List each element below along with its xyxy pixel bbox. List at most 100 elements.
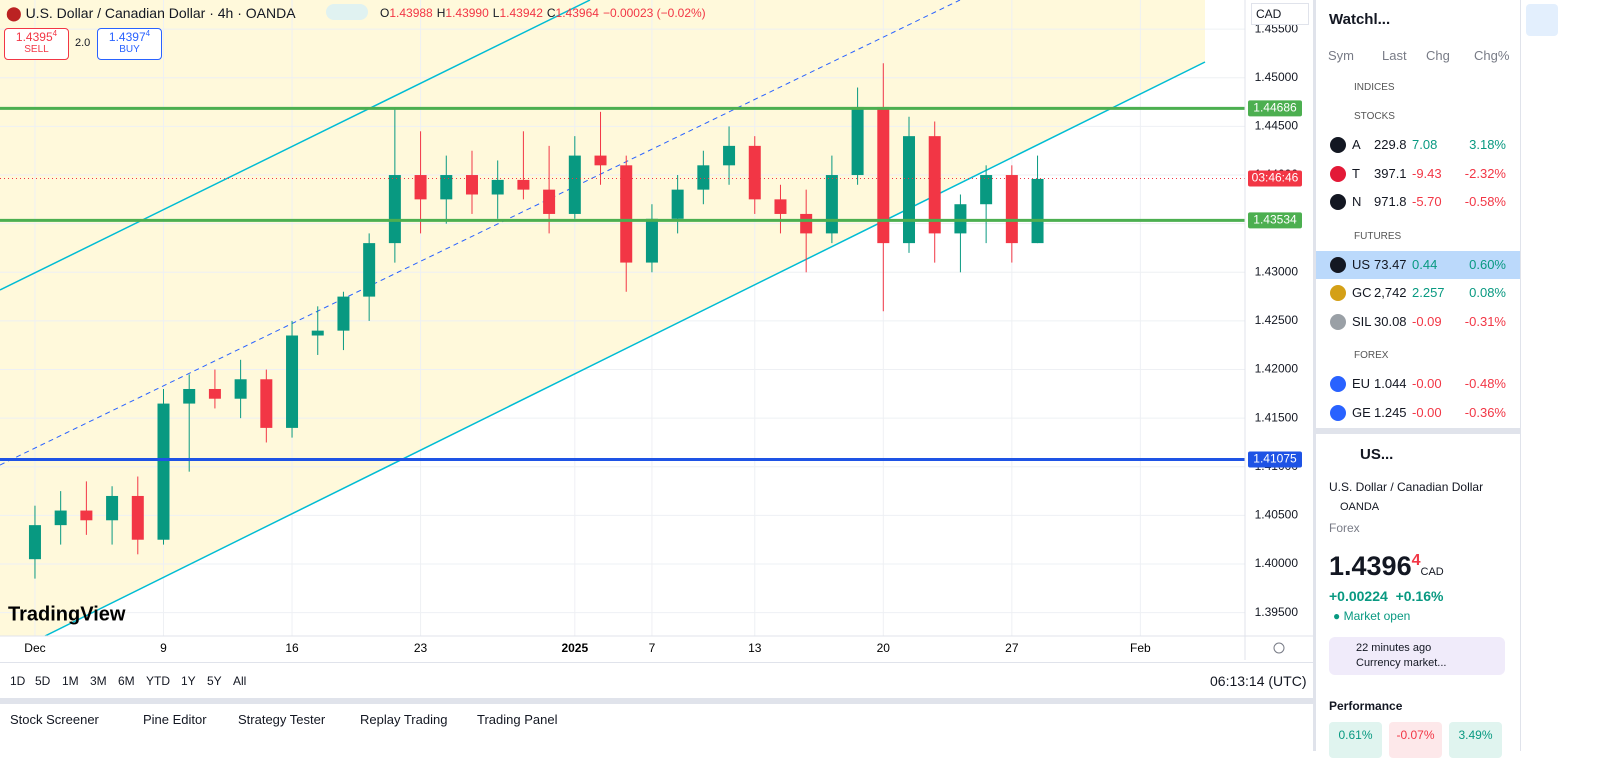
detail-change: +0.00224 +0.16% — [1329, 588, 1443, 604]
last: 971.8 — [1374, 194, 1407, 209]
change: 2.257 — [1412, 285, 1445, 300]
y-tick-label: 1.45000 — [1255, 70, 1299, 84]
candle-body — [928, 136, 941, 234]
countdown: 03:46:46 — [1252, 171, 1299, 185]
range-button[interactable]: 5Y — [207, 674, 222, 688]
candle-body — [1031, 178, 1044, 244]
x-tick-label: Dec — [24, 641, 45, 655]
y-tick-label: 1.44500 — [1255, 119, 1299, 133]
spread: 2.0 — [75, 37, 91, 49]
change: 0.44 — [1412, 256, 1438, 272]
symbol: SIL — [1352, 313, 1372, 329]
symbol[interactable]: ⬤ U.S. Dollar / Canadian Dollar · 4h · O… — [6, 5, 296, 21]
ohlc-value: 1.43942 — [499, 6, 543, 20]
change-pct: -0.58% — [1464, 194, 1506, 209]
sell-button[interactable]: 1.43954 SELL — [4, 28, 69, 60]
watchlist-row[interactable]: EU 1.044 -0.00 -0.48% — [1316, 370, 1520, 398]
symbol: A — [1352, 137, 1361, 152]
ohlc-key: C — [546, 6, 556, 20]
logo: TradingView — [8, 603, 126, 625]
market-status: ● Market open — [1333, 609, 1411, 623]
x-tick-label: 27 — [1005, 641, 1019, 655]
range-button[interactable]: 1M — [62, 674, 79, 688]
candle-body — [388, 175, 401, 244]
bottom-tab[interactable]: Replay Trading — [360, 712, 448, 727]
currency-select[interactable]: CAD — [1251, 3, 1309, 25]
watchlist-row[interactable]: T 397.1 -9.43 -2.32% — [1316, 160, 1520, 188]
perf-title: Performance — [1329, 699, 1403, 713]
candle-body — [286, 335, 299, 428]
candle-body — [877, 106, 890, 244]
clock[interactable]: 06:13:14 (UTC) — [1210, 673, 1307, 689]
change: -0.00 — [1412, 376, 1442, 391]
news-time: 22 minutes ago — [1356, 642, 1432, 654]
level-tag — [1248, 451, 1302, 468]
candle-body — [774, 199, 787, 214]
news-card[interactable]: 22 minutes ago Currency market... — [1329, 637, 1505, 675]
candle-body — [517, 179, 530, 190]
bottom-tab[interactable]: Trading Panel — [477, 712, 558, 727]
divider — [1520, 0, 1521, 751]
watchlist-row[interactable]: GE 1.245 -0.00 -0.36% — [1316, 399, 1520, 427]
x-tick-label: 13 — [748, 641, 762, 655]
last: 229.8 — [1374, 137, 1407, 152]
settings-icon[interactable] — [1273, 642, 1285, 654]
range-button[interactable]: 1D — [10, 674, 26, 688]
x-tick-label: 9 — [160, 641, 167, 655]
x-tick-label: 23 — [414, 641, 428, 655]
watchlist-row[interactable]: SIL 30.08 -0.09 -0.31% — [1316, 308, 1520, 336]
last: 2,742 — [1374, 285, 1407, 300]
watchlist-icon[interactable] — [1526, 4, 1558, 36]
range-button[interactable]: 5D — [35, 674, 51, 688]
watchlist-row[interactable]: GC 2,742 2.257 0.08% — [1316, 279, 1520, 307]
divider — [0, 662, 1313, 663]
candle-body — [54, 510, 67, 526]
ohlc-key: L — [492, 6, 500, 20]
symbol: US — [1352, 256, 1371, 272]
candle-body — [1005, 175, 1018, 244]
candle-body — [800, 213, 813, 234]
detail-symbol: US... — [1360, 446, 1394, 463]
detail-name[interactable]: U.S. Dollar / Canadian Dollar — [1329, 480, 1484, 494]
divider — [0, 698, 1313, 704]
range-button[interactable]: YTD — [146, 674, 170, 688]
watchlist-row[interactable]: N 971.8 -5.70 -0.58% — [1316, 188, 1520, 216]
y-tick-label: 1.40500 — [1255, 508, 1299, 522]
symbol-icon — [1330, 165, 1346, 182]
watchlist-row[interactable]: US 73.47 0.44 0.60% — [1316, 250, 1520, 279]
candle-body — [106, 495, 119, 521]
candle-body — [620, 165, 633, 263]
watchlist-title[interactable]: Watchl... — [1329, 11, 1391, 28]
chart: TradingView 1.395001.400001.405001.41000… — [0, 0, 1313, 660]
buy-button[interactable]: 1.43974 BUY — [97, 28, 162, 60]
candle-body — [594, 155, 607, 166]
price: 1.4396 — [1329, 551, 1412, 581]
change: -9.43 — [1412, 165, 1442, 181]
last: 397.1 — [1374, 165, 1407, 181]
watchlist-row[interactable]: A 229.8 7.08 3.18% — [1316, 131, 1520, 159]
bottom-tab[interactable]: Stock Screener — [10, 712, 99, 727]
symbol-icon — [1330, 313, 1346, 330]
range-button[interactable]: 3M — [90, 674, 107, 688]
bottom-tab[interactable]: Pine Editor — [143, 712, 207, 727]
column-header: Sym — [1328, 48, 1354, 63]
y-tick-label: 1.42500 — [1255, 313, 1299, 327]
range-button[interactable]: All — [233, 674, 247, 688]
candle-body — [337, 296, 350, 331]
ohlc-key: O — [380, 6, 390, 20]
range-button[interactable]: 1Y — [181, 674, 196, 688]
level-tag — [1248, 212, 1302, 229]
currency: CAD — [1420, 566, 1444, 578]
sell-label: SELL — [24, 44, 49, 55]
candle-body — [491, 179, 504, 195]
candle-body — [208, 388, 221, 399]
candle-body — [568, 155, 581, 214]
x-tick-label: 2025 — [561, 641, 588, 655]
y-tick-label: 1.40000 — [1255, 556, 1299, 570]
change: -0.09 — [1412, 313, 1442, 329]
countdown-tag — [1248, 170, 1302, 187]
range-button[interactable]: 6M — [118, 674, 135, 688]
symbol-icon — [1330, 137, 1346, 153]
bottom-tab[interactable]: Strategy Tester — [238, 712, 326, 727]
last: 1.245 — [1374, 404, 1407, 420]
